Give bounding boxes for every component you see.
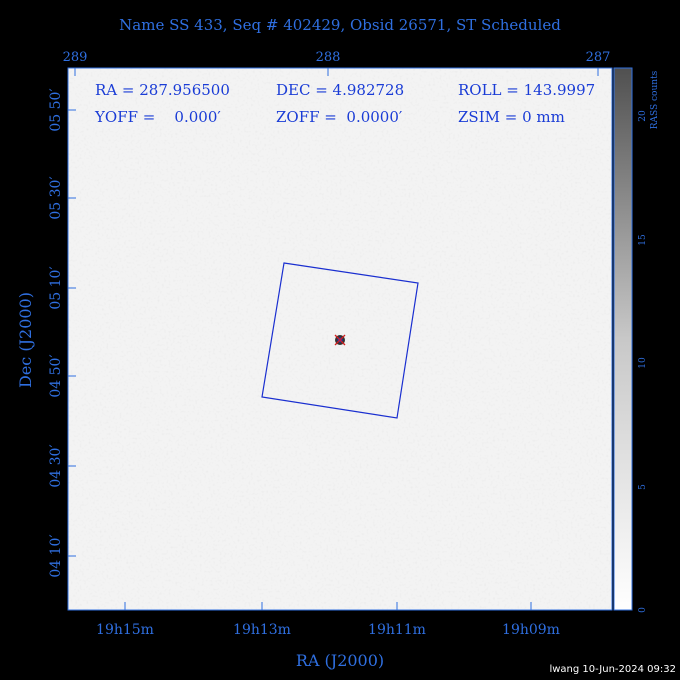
top-label: 287 <box>586 50 611 65</box>
colorbar-tick: 5 <box>638 484 648 490</box>
target-marker <box>334 334 346 346</box>
y-axis-title: Dec (J2000) <box>16 292 35 388</box>
ra-label: 19h11m <box>368 622 426 638</box>
colorbar-tick: 0 <box>638 607 648 613</box>
info-zoff: ZOFF = 0.0000′ <box>276 108 403 126</box>
dec-label: 04 30′ <box>48 444 64 487</box>
colorbar <box>613 67 633 611</box>
info-roll: ROLL = 143.9997 <box>458 81 595 99</box>
info-yoff: YOFF = 0.000′ <box>94 108 221 126</box>
colorbar-tick: 20 <box>638 110 648 122</box>
dec-label: 04 10′ <box>48 534 64 577</box>
ra-label: 19h15m <box>96 622 154 638</box>
ra-label: 19h13m <box>233 622 291 638</box>
info-ra: RA = 287.956500 <box>95 81 230 99</box>
info-zsim: ZSIM = 0 mm <box>458 108 565 126</box>
x-axis-title: RA (J2000) <box>296 651 384 670</box>
colorbar-title: RASS counts <box>650 70 660 129</box>
colorbar-tick: 10 <box>638 357 648 369</box>
field-box <box>261 262 419 419</box>
top-label: 288 <box>316 50 341 65</box>
colorbar-tick: 15 <box>638 234 648 246</box>
dec-label: 05 50′ <box>48 88 64 131</box>
title: Name SS 433, Seq # 402429, Obsid 26571, … <box>119 16 561 34</box>
footer: lwang 10-Jun-2024 09:32 <box>549 664 676 675</box>
top-label: 289 <box>63 50 88 65</box>
ra-label: 19h09m <box>502 622 560 638</box>
dec-label: 05 30′ <box>48 176 64 219</box>
info-dec: DEC = 4.982728 <box>276 81 404 99</box>
plot-frame <box>67 67 613 611</box>
ticks <box>68 68 599 610</box>
dec-label: 05 10′ <box>48 266 64 309</box>
dec-label: 04 50′ <box>48 354 64 397</box>
